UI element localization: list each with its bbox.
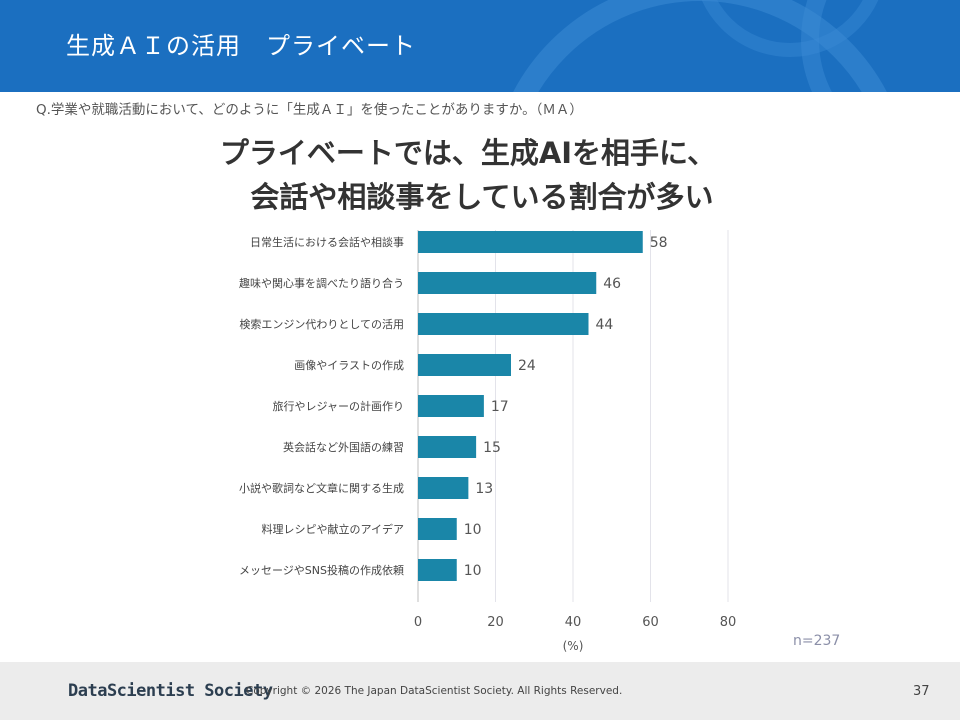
data-label: 58: [650, 235, 668, 251]
slide-title: 生成ＡＩの活用 プライベート: [66, 32, 416, 60]
headline-line-2: 会話や相談事をしている割合が多い: [250, 180, 714, 214]
data-label: 17: [491, 399, 509, 415]
footer: DataScientist Society Copyright © 2026 T…: [0, 662, 960, 720]
page-number: 37: [913, 684, 930, 699]
category-label: 画像やイラストの作成: [294, 359, 404, 372]
survey-question: Q.学業や就職活動において、どのように「生成ＡＩ」を使ったことがありますか。（Ｍ…: [36, 102, 583, 118]
x-tick-label: 60: [642, 615, 659, 630]
bar: [418, 272, 597, 294]
x-tick-label: 0: [414, 615, 422, 630]
category-label: 料理レシピや献立のアイデア: [262, 522, 404, 536]
x-tick-label: 20: [487, 615, 504, 630]
data-label: 46: [603, 276, 621, 292]
data-label: 10: [464, 522, 482, 538]
category-label: 英会話など外国語の練習: [283, 440, 404, 454]
headline-line-1: プライベートでは、生成AIを相手に、: [219, 136, 717, 170]
x-tick-label: 40: [565, 615, 582, 630]
bar: [418, 518, 457, 540]
header-decoration: [513, 0, 887, 92]
x-axis-label: (%): [563, 639, 584, 653]
bar: [418, 231, 643, 253]
copyright-text: Copyright © 2026 The Japan DataScientist…: [246, 685, 623, 697]
bar: [418, 354, 511, 376]
bar: [418, 477, 469, 499]
data-label: 13: [475, 481, 493, 497]
category-label: 小説や歌詞など文章に関する生成: [239, 481, 404, 495]
category-label: 検索エンジン代わりとしての活用: [239, 317, 404, 331]
sample-size: n=237: [793, 633, 841, 649]
bar: [418, 395, 484, 417]
x-tick-label: 80: [720, 615, 737, 630]
brand-logo: DataScientist Society: [68, 681, 273, 701]
bar: [418, 313, 589, 335]
category-label: 日常生活における会話や相談事: [250, 235, 404, 249]
category-label: 趣味や関心事を調べたり語り合う: [239, 276, 404, 290]
data-label: 10: [464, 563, 482, 579]
category-label: メッセージやSNS投稿の作成依頼: [239, 563, 404, 577]
bar: [418, 559, 457, 581]
header-banner: 生成ＡＩの活用 プライベート: [0, 0, 960, 92]
data-label: 44: [596, 317, 614, 333]
category-label: 旅行やレジャーの計画作り: [273, 399, 404, 413]
data-label: 15: [483, 440, 501, 456]
bar-chart: 0 20 40 60 80 (%) 日常生活における会話や相談事 58 趣味や関心事を調べたり語…: [239, 230, 737, 653]
data-label: 24: [518, 358, 536, 374]
bar: [418, 436, 477, 458]
